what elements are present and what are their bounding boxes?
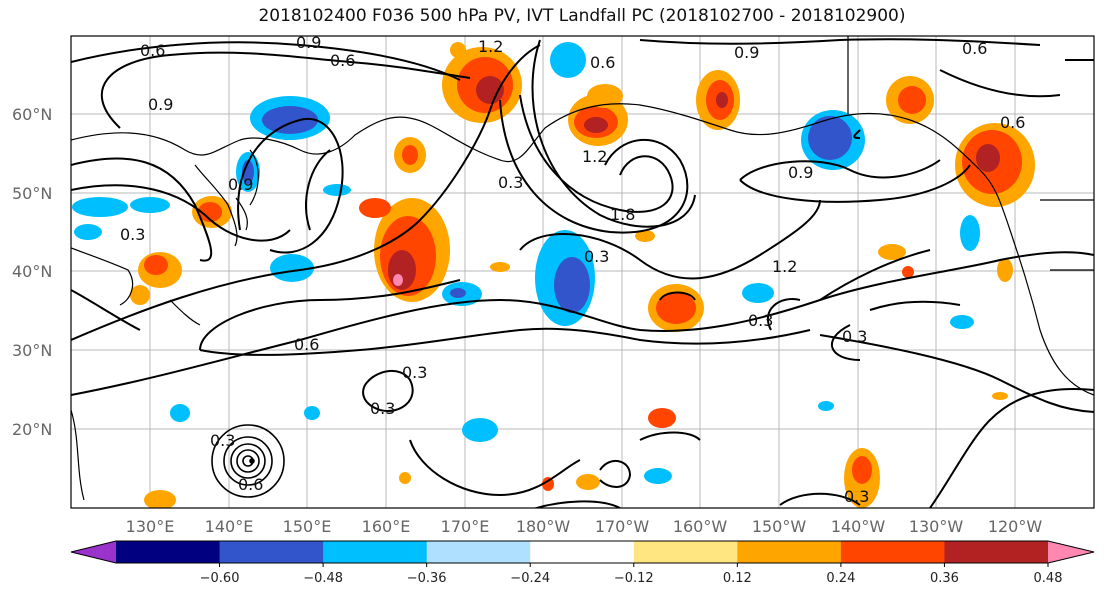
- contour-label: 0.6: [294, 335, 319, 354]
- colorbar-tick-label: −0.60: [200, 571, 240, 586]
- positive-anomaly-shading: [130, 42, 1035, 508]
- colorbar-extend-high: [1048, 541, 1094, 563]
- latitude-labels: 60°N 50°N 40°N 30°N 20°N: [12, 105, 52, 439]
- contour-label: 0.6: [330, 51, 355, 70]
- contour-label: 0.3: [210, 431, 235, 450]
- contour-label: 0.6: [590, 53, 615, 72]
- colorbar-tick-label: −0.36: [407, 571, 447, 586]
- colorbar-tick-label: 0.12: [723, 571, 752, 586]
- lon-label: 160°W: [673, 517, 728, 536]
- colorbar: −0.60 −0.48 −0.36 −0.24 −0.12 0.12 0.24 0.36 0.4…: [70, 540, 1095, 586]
- lon-label: 150°W: [752, 517, 807, 536]
- lon-label: 170°W: [595, 517, 650, 536]
- colorbar-segment: [944, 541, 1049, 563]
- lat-label: 40°N: [12, 262, 52, 281]
- colorbar-segment: [633, 541, 738, 563]
- negative-anomaly-shading: [72, 42, 980, 484]
- colorbar-segment: [737, 541, 842, 563]
- contour-label: 0.9: [148, 95, 173, 114]
- contour-label: 0.9: [228, 175, 253, 194]
- colorbar-tick-label: 0.48: [1034, 571, 1063, 586]
- map-area: 0.6 0.9 1.2 0.6 0.6 0.9 0.6 0.9 1.2 0.3 …: [71, 33, 1094, 508]
- lon-label: 170°E: [441, 517, 490, 536]
- colorbar-tick-label: 0.36: [930, 571, 959, 586]
- contour-label: 0.3: [748, 311, 773, 330]
- pv-contours: [71, 38, 1094, 508]
- lon-label: 140°E: [205, 517, 254, 536]
- lon-label: 130°W: [909, 517, 964, 536]
- contour-label: 0.9: [788, 163, 813, 182]
- contour-label: 0.9: [734, 43, 759, 62]
- colorbar-segment: [323, 541, 428, 563]
- lon-label: 130°E: [126, 517, 175, 536]
- lon-label: 180°W: [516, 517, 571, 536]
- map-frame: [70, 35, 1095, 509]
- colorbar-extend-low: [71, 541, 116, 563]
- colorbar-segment: [116, 541, 221, 563]
- lat-label: 30°N: [12, 341, 52, 360]
- map-title: 2018102400 F036 500 hPa PV, IVT Landfall…: [258, 6, 906, 26]
- lat-label: 60°N: [12, 105, 52, 124]
- contour-label: 0.3: [498, 173, 523, 192]
- colorbar-segment: [426, 541, 531, 563]
- contour-label: 0.6: [238, 475, 263, 494]
- contour-label: 0.6: [1000, 113, 1025, 132]
- contour-labels: 0.6 0.9 1.2 0.6 0.6 0.9 0.6 0.9 1.2 0.3 …: [120, 33, 1025, 506]
- contour-label: 0.6: [962, 39, 987, 58]
- contour-label: 0.3: [120, 225, 145, 244]
- typhoon-contours: [211, 424, 285, 498]
- colorbar-tick-label: −0.24: [510, 571, 550, 586]
- lat-label: 20°N: [12, 420, 52, 439]
- longitude-labels: 130°E 140°E 150°E 160°E 170°E 180°W 170°…: [126, 517, 1043, 536]
- colorbar-tick-label: −0.12: [614, 571, 654, 586]
- lat-label: 50°N: [12, 184, 52, 203]
- contour-label: 0.3: [402, 363, 427, 382]
- colorbar-segment: [219, 541, 324, 563]
- contour-label: 1.2: [478, 37, 503, 56]
- colorbar-outline: [70, 540, 1095, 564]
- colorbar-tick-label: 0.24: [826, 571, 855, 586]
- contour-label: 0.3: [584, 247, 609, 266]
- lon-label: 150°E: [283, 517, 332, 536]
- contour-label: 0.3: [370, 399, 395, 418]
- lon-label: 160°E: [362, 517, 411, 536]
- contour-label: 0.3: [842, 327, 867, 346]
- colorbar-segment: [530, 541, 635, 563]
- contour-label: 1.2: [582, 147, 607, 166]
- contour-label: 1.2: [772, 257, 797, 276]
- contour-label: 0.3: [844, 487, 869, 506]
- contour-label: 1.8: [610, 205, 635, 224]
- contour-label: 0.9: [296, 33, 321, 52]
- lon-label: 140°W: [831, 517, 886, 536]
- contour-label: 0.6: [140, 41, 165, 60]
- colorbar-segment: [840, 541, 945, 563]
- lon-label: 120°W: [988, 517, 1043, 536]
- colorbar-tick-label: −0.48: [303, 571, 343, 586]
